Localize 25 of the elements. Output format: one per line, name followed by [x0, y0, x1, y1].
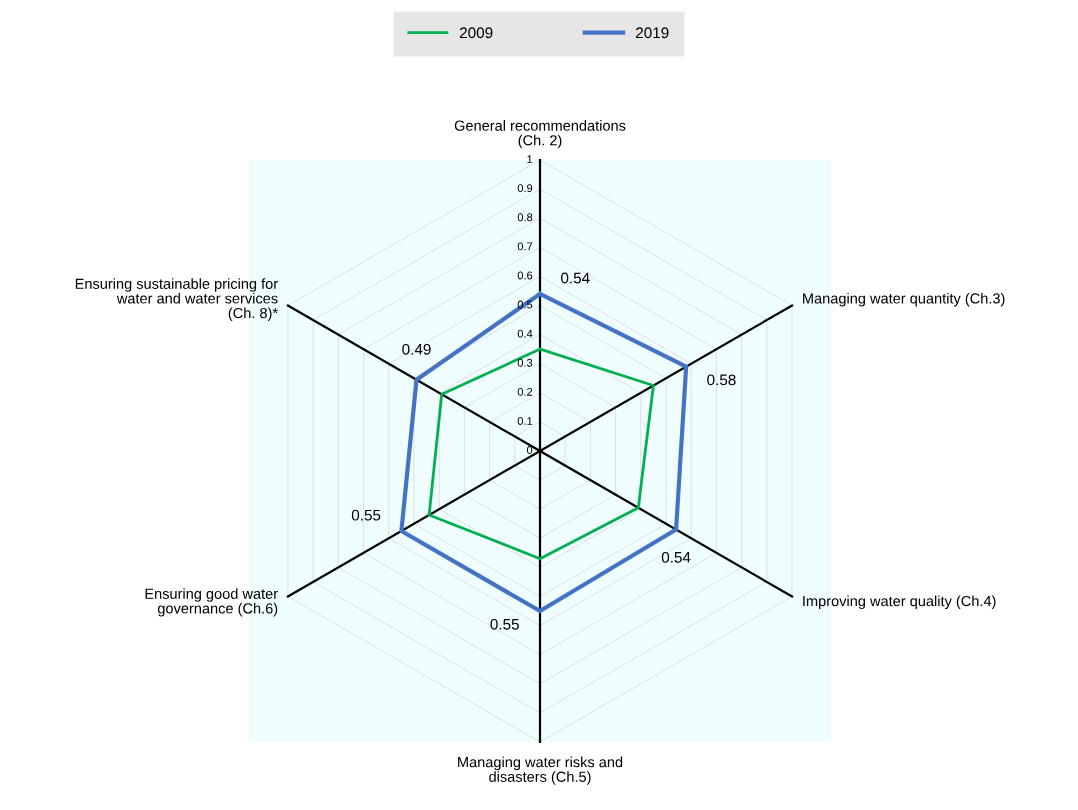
data-label: 0.55	[490, 618, 519, 630]
y-tick-label: 0	[526, 446, 533, 454]
spoke-label: General recommendations (Ch. 2)	[454, 120, 626, 149]
y-tick-label: 0.4	[517, 329, 533, 338]
y-tick-label: 0.9	[517, 184, 533, 193]
data-label: 0.54	[561, 272, 590, 284]
y-tick-label: 0.8	[517, 213, 533, 222]
legend-label: 2009	[459, 27, 493, 39]
data-label: 0.54	[661, 551, 691, 563]
spoke-label: Managing water risks and disasters (Ch.5)	[458, 756, 623, 785]
spoke-label: Ensuring good water governance (Ch.6)	[145, 588, 278, 617]
spoke-label: Improving water quality (Ch.4)	[803, 595, 996, 610]
data-label: 0.58	[707, 374, 736, 386]
spoke-label: Ensuring sustainable pricing for water and water services (Ch. 8)*	[75, 278, 278, 322]
y-tick-label: 0.7	[517, 242, 533, 251]
y-tick-label: 0.6	[517, 271, 533, 280]
data-label: 0.55	[351, 509, 381, 521]
y-tick-label: 0.5	[517, 300, 533, 309]
legend-label: 2019	[636, 27, 669, 39]
y-tick-label: 0.3	[517, 358, 533, 367]
data-label: 0.49	[402, 343, 431, 355]
y-tick-label: 1	[527, 155, 533, 163]
y-tick-label: 0.2	[517, 387, 533, 396]
y-tick-label: 0.1	[517, 417, 533, 425]
spoke-label: Managing water quantity (Ch.3)	[803, 292, 1005, 307]
